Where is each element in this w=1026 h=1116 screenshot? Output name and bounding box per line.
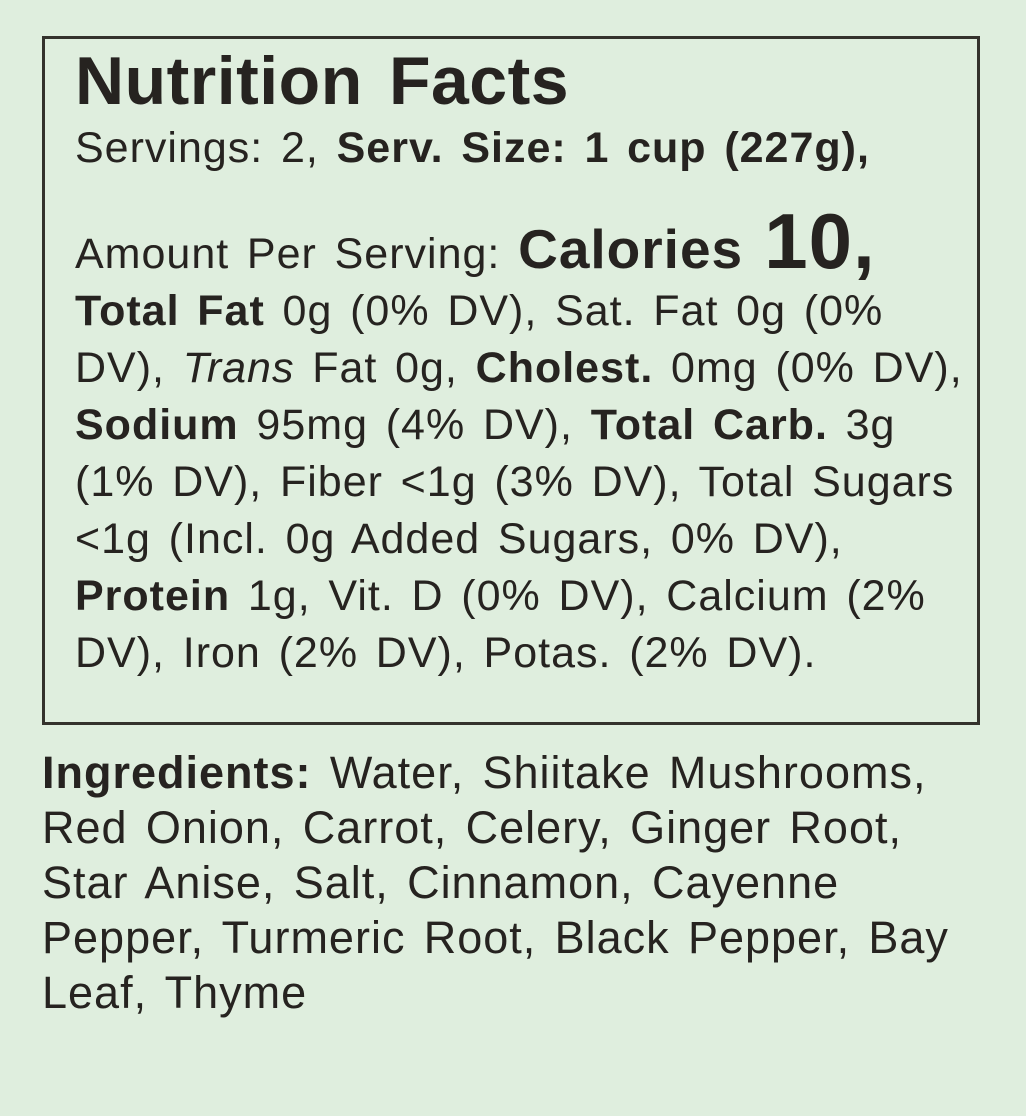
trans-fat-label: Trans: [182, 344, 295, 392]
cholesterol-value: 0mg (0% DV),: [653, 344, 963, 392]
servings-count: Servings: 2,: [75, 124, 337, 172]
total-fat-value: 0g (0% DV), Sat. Fat 0g (0% DV),: [75, 287, 884, 392]
amount-per-serving-label: Amount Per Serving:: [75, 230, 519, 278]
ingredients-list: Water, Shiitake Mushrooms, Red Onion, Ca…: [42, 747, 949, 1018]
nutrition-facts-title: Nutrition Facts: [75, 43, 570, 119]
protein-vitamins-minerals-value: 1g, Vit. D (0% DV), Calcium (2% DV), Iro…: [75, 572, 926, 677]
ingredients-line: Ingredients: Water, Shiitake Mushrooms, …: [42, 745, 984, 1020]
carb-fiber-sugars-value: 3g (1% DV), Fiber <1g (3% DV), Total Sug…: [75, 401, 955, 563]
ingredients-label: Ingredients:: [42, 747, 312, 798]
calories-value: 10,: [764, 197, 876, 285]
calories-label: Calories: [518, 218, 765, 280]
cholesterol-label: Cholest.: [475, 344, 654, 392]
protein-label: Protein: [75, 572, 231, 620]
servings-line: Servings: 2, Serv. Size: 1 cup (227g),: [75, 120, 967, 177]
nutrition-facts-panel: Nutrition Facts Servings: 2, Serv. Size:…: [42, 36, 980, 725]
sodium-label: Sodium: [75, 401, 239, 449]
total-fat-label: Total Fat: [75, 287, 265, 335]
total-carb-label: Total Carb.: [590, 401, 828, 449]
nutrition-details: Amount Per Serving: Calories 10, Total F…: [75, 202, 967, 682]
trans-fat-value: Fat 0g,: [294, 344, 476, 392]
sodium-value: 95mg (4% DV),: [238, 401, 591, 449]
serving-size: Serv. Size: 1 cup (227g),: [336, 124, 870, 172]
